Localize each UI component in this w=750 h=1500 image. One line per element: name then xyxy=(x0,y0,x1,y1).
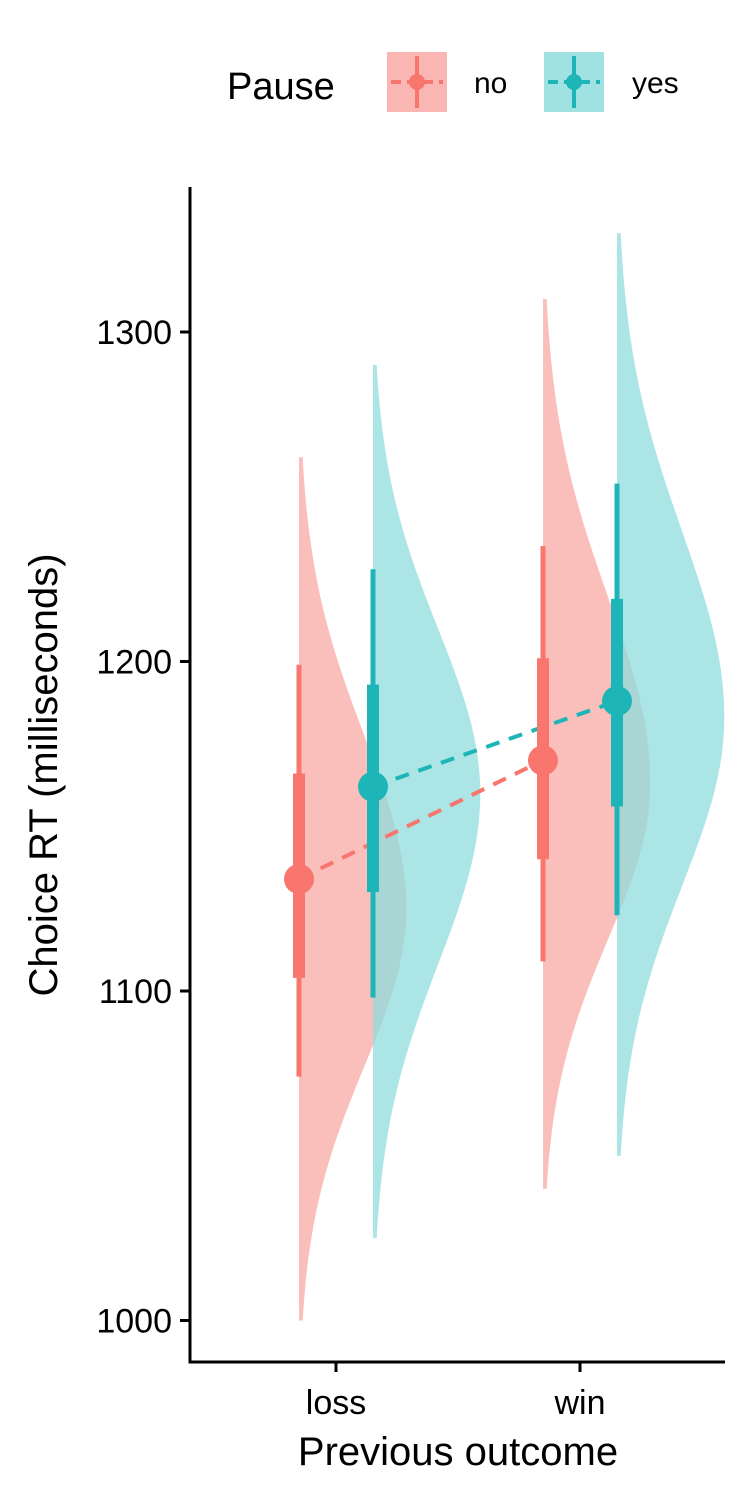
y-axis-title: Choice RT (milliseconds) xyxy=(22,553,66,996)
legend-title: Pause xyxy=(227,66,335,108)
legend-label-yes: yes xyxy=(632,67,679,100)
legend-key-point-yes xyxy=(566,74,582,90)
x-tick-label-win: win xyxy=(553,1384,605,1422)
y-tick-label-1100: 1100 xyxy=(99,973,172,1011)
median-point-yes-win xyxy=(602,686,632,717)
median-point-yes-loss xyxy=(358,771,388,802)
y-tick-label-1200: 1200 xyxy=(96,644,172,682)
median-point-no-loss xyxy=(284,863,314,894)
x-axis-title: Previous outcome xyxy=(298,1430,618,1474)
series-line-yes xyxy=(372,699,618,789)
legend-key-point-no xyxy=(409,74,425,90)
series-line-no xyxy=(298,758,544,881)
density-cloud-no-win xyxy=(543,299,651,1189)
density-cloud-no-loss xyxy=(299,457,407,1321)
legend-label-no: no xyxy=(474,67,507,100)
axes: 1000 1100 1200 1300 loss win xyxy=(96,187,725,1422)
median-point-no-win xyxy=(528,745,558,776)
y-tick-label-1000: 1000 xyxy=(96,1303,172,1341)
density-cloud-yes-loss xyxy=(373,364,481,1239)
x-tick-label-loss: loss xyxy=(306,1384,366,1422)
y-tick-label-1300: 1300 xyxy=(96,314,172,352)
interaction-lines xyxy=(298,699,618,881)
interval-bars xyxy=(284,483,632,1077)
legend: Pause no yes xyxy=(227,52,679,112)
density-clouds xyxy=(299,233,725,1321)
density-cloud-yes-win xyxy=(617,233,725,1156)
